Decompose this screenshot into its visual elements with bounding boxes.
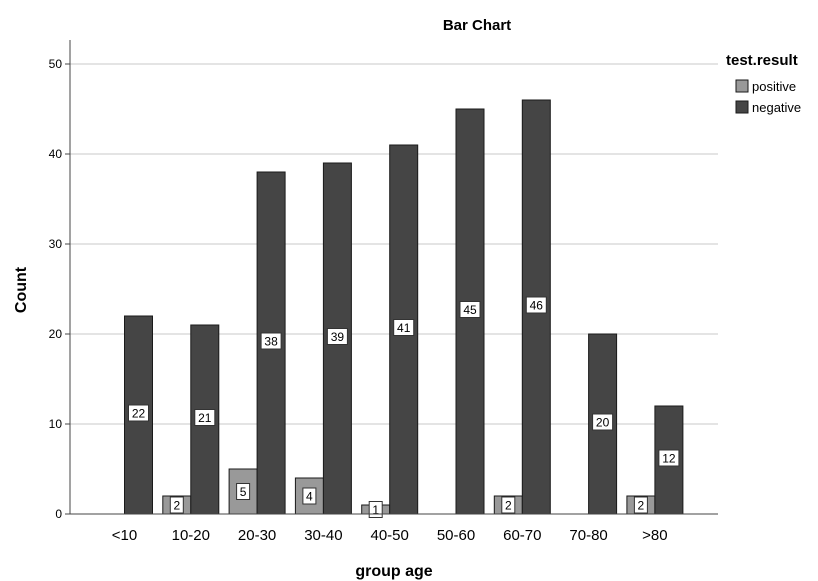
bars: [124, 99, 684, 515]
data-label: 2: [173, 499, 180, 513]
data-label: 4: [306, 490, 313, 504]
y-tick-label: 30: [49, 237, 63, 251]
y-tick-labels: 0 10 20 30 40 50: [49, 57, 70, 521]
x-tick-label: 60-70: [503, 527, 541, 544]
x-tick-label: >80: [642, 527, 667, 544]
y-tick-label: 40: [49, 147, 63, 161]
data-label: 38: [264, 335, 278, 349]
x-axis-title: group age: [355, 563, 432, 580]
x-tick-label: <10: [112, 527, 137, 544]
x-tick-label: 70-80: [569, 527, 607, 544]
data-label: 2: [638, 499, 645, 513]
data-label: 5: [240, 485, 247, 499]
data-label: 12: [662, 452, 676, 466]
data-label: 21: [198, 411, 212, 425]
data-label-box: [326, 328, 348, 345]
data-label-box: [169, 496, 184, 514]
data-label-box: [302, 487, 317, 505]
data-label-box: [501, 496, 516, 514]
legend-swatch-positive: [735, 79, 749, 93]
legend: test.result positive negative: [726, 52, 801, 115]
y-tick-label: 0: [55, 507, 62, 521]
data-label-box: [260, 332, 282, 350]
legend-title: test.result: [726, 52, 798, 69]
x-tick-label: 30-40: [304, 527, 342, 544]
data-label-box: [194, 409, 216, 426]
data-label-box: [393, 319, 415, 336]
chart-title: Bar Chart: [443, 17, 511, 34]
data-label-box: [525, 296, 547, 314]
data-label: 1: [372, 503, 379, 517]
data-label: 22: [132, 407, 146, 421]
x-tick-label: 10-20: [172, 527, 210, 544]
x-tick-labels: <10 10-20 20-30 30-40 40-50 50-60 60-70 70-80 >8…: [112, 527, 668, 544]
data-label: 46: [530, 299, 544, 313]
x-tick-label: 40-50: [371, 527, 409, 544]
legend-label-positive: positive: [752, 79, 796, 94]
y-tick-label: 10: [49, 417, 63, 431]
data-label-box: [658, 449, 680, 467]
data-label: 39: [331, 330, 345, 344]
data-label: 41: [397, 321, 411, 335]
x-tick-label: 20-30: [238, 527, 276, 544]
data-label-box: [459, 301, 481, 318]
data-label: 20: [596, 416, 610, 430]
data-label-box: [592, 413, 614, 431]
x-tick-label: 50-60: [437, 527, 475, 544]
data-label-box: [633, 496, 648, 514]
data-label-box: [128, 404, 149, 422]
legend-swatch-negative: [735, 100, 749, 114]
y-tick-label: 20: [49, 327, 63, 341]
data-label: 2: [505, 499, 512, 513]
data-label: 45: [463, 303, 477, 317]
y-tick-label: 50: [49, 57, 63, 71]
y-axis-title: Count: [13, 266, 30, 313]
data-label-box: [236, 483, 251, 500]
legend-label-negative: negative: [752, 100, 801, 115]
